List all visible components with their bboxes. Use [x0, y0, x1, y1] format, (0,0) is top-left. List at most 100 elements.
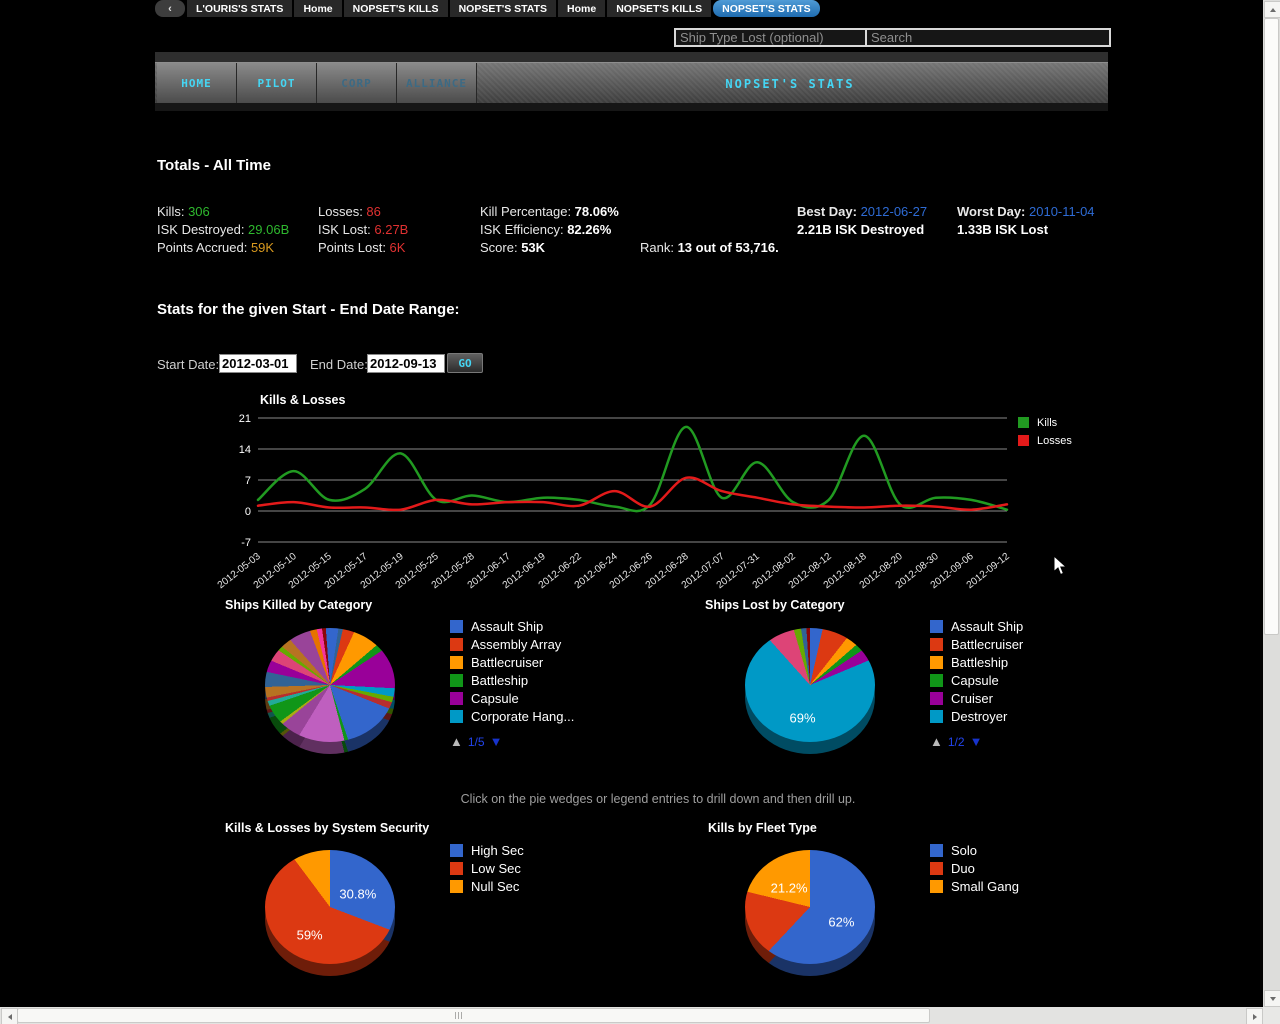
legend-item-kills: Kills — [1018, 416, 1072, 429]
pie-wedges[interactable] — [745, 628, 875, 742]
pie-percent-label: 21.2% — [770, 880, 808, 896]
pie-wedges[interactable] — [265, 850, 395, 964]
ships-killed-pie[interactable] — [265, 628, 395, 754]
pie-wedges[interactable] — [265, 628, 395, 742]
end-date-input[interactable] — [367, 354, 445, 373]
legend-swatch — [450, 862, 463, 875]
stat-value[interactable]: 2010-11-04 — [1029, 204, 1095, 219]
stat-kill-percentage: Kill Percentage: 78.06% — [480, 204, 619, 219]
totals-heading: Totals - All Time — [157, 157, 271, 174]
nav-item-pilot[interactable]: PILOT — [237, 63, 317, 104]
fleet-type-pie[interactable]: 62% 21.2% — [745, 850, 875, 976]
legend-item-low-sec[interactable]: Low Sec — [450, 861, 524, 876]
left-arrow-icon — [7, 1013, 12, 1020]
browser-back-button[interactable]: ‹ — [155, 0, 185, 17]
scroll-up-button[interactable] — [1264, 1, 1280, 18]
legend-swatch — [1018, 417, 1029, 428]
legend-swatch — [930, 844, 943, 857]
pie-wedges[interactable] — [745, 850, 875, 964]
legend-item-battleship[interactable]: Battleship — [930, 655, 1023, 670]
stat-value: 53K — [521, 240, 546, 255]
stat-points-lost: Points Lost: 6K — [318, 240, 405, 255]
header-divider — [155, 52, 1108, 62]
start-date-input[interactable] — [219, 354, 297, 373]
legend-item-assault-ship[interactable]: Assault Ship — [930, 619, 1023, 634]
y-tick-label: 7 — [245, 475, 251, 487]
pager-down-icon[interactable]: ▼ — [969, 734, 983, 749]
browser-tab-2[interactable]: NOPSET'S KILLS — [343, 0, 448, 17]
stat-value: 6K — [389, 240, 406, 255]
legend-label: Battlecruiser — [951, 637, 1024, 652]
series-losses — [256, 476, 1009, 512]
stat-label: ISK Lost: — [318, 222, 375, 237]
browser-tab-0[interactable]: L'OURIS'S STATS — [187, 0, 293, 17]
legend-item-battlecruiser[interactable]: Battlecruiser — [930, 637, 1024, 652]
stat-worst-day: Worst Day: 2010-11-04 — [957, 204, 1095, 219]
system-security-pie[interactable]: 30.8% 59% — [265, 850, 395, 976]
stat-label: Rank: — [640, 240, 678, 255]
scroll-left-button[interactable] — [1, 1008, 18, 1024]
browser-tab-4[interactable]: Home — [558, 0, 606, 17]
pie-percent-label: 30.8% — [339, 886, 377, 902]
legend-item-battleship[interactable]: Battleship — [450, 673, 574, 688]
lost-pie-legend: Assault Ship Battlecruiser Battleship Capsu… — [930, 619, 1024, 728]
browser-tab-3[interactable]: NOPSET'S STATS — [449, 0, 557, 17]
legend-swatch — [930, 656, 943, 669]
stat-label: Best Day: — [797, 204, 861, 219]
scrollbar-corner — [1263, 1007, 1280, 1024]
end-date-label: End Date: — [310, 357, 368, 372]
go-button[interactable]: GO — [447, 353, 483, 373]
nav-item-corp[interactable]: CORP — [317, 63, 397, 104]
legend-item-capsule[interactable]: Capsule — [930, 673, 1023, 688]
legend-swatch — [1018, 435, 1029, 446]
y-tick-label: 21 — [239, 413, 251, 425]
legend-swatch — [450, 620, 463, 633]
pie-percent-label: 69% — [789, 710, 816, 726]
stat-isk-lost: ISK Lost: 6.27B — [318, 222, 408, 237]
legend-item-destroyer[interactable]: Destroyer — [930, 709, 1023, 724]
page-title: NOPSET'S STATS — [725, 76, 855, 91]
vertical-scrollbar-thumb[interactable] — [1264, 18, 1279, 635]
legend-label: Battleship — [471, 673, 529, 688]
legend-item-small-gang[interactable]: Small Gang — [930, 879, 1019, 894]
stat-value: 6.27B — [374, 222, 409, 237]
stat-best-day: Best Day: 2012-06-27 — [797, 204, 927, 219]
legend-item-assault-ship[interactable]: Assault Ship — [450, 619, 574, 634]
legend-item-capsule[interactable]: Capsule — [450, 691, 574, 706]
pager-down-icon[interactable]: ▼ — [489, 734, 503, 749]
legend-item-battlecruiser[interactable]: Battlecruiser — [450, 655, 574, 670]
browser-tab-5[interactable]: NOPSET'S KILLS — [607, 0, 712, 17]
search-input[interactable] — [865, 28, 1111, 47]
ships-lost-pie[interactable]: 69% — [745, 628, 875, 754]
security-pie-legend: High Sec Low Sec Null Sec — [450, 843, 524, 898]
browser-tab-1[interactable]: Home — [294, 0, 342, 17]
horizontal-scrollbar-thumb[interactable] — [17, 1008, 930, 1023]
legend-item-cruiser[interactable]: Cruiser — [930, 691, 1023, 706]
browser-tab-6[interactable]: NOPSET'S STATS — [713, 0, 820, 17]
legend-item-duo[interactable]: Duo — [930, 861, 1019, 876]
ship-type-input[interactable] — [674, 28, 867, 47]
nav-item-alliance[interactable]: ALLIANCE — [397, 63, 477, 104]
scroll-right-button[interactable] — [1246, 1008, 1263, 1024]
legend-item-null-sec[interactable]: Null Sec — [450, 879, 524, 894]
date-range-heading: Stats for the given Start - End Date Ran… — [157, 301, 460, 318]
series-kills — [256, 425, 1009, 513]
legend-swatch — [450, 638, 463, 651]
y-tick-label: 14 — [239, 444, 251, 456]
nav-item-home[interactable]: HOME — [157, 63, 237, 104]
legend-item-solo[interactable]: Solo — [930, 843, 1019, 858]
legend-item-corporate-hang[interactable]: Corporate Hang... — [450, 709, 574, 724]
scroll-down-button[interactable] — [1264, 990, 1280, 1007]
legend-item-assembly-array[interactable]: Assembly Array — [450, 637, 574, 652]
pager-page-indicator: 1/2 — [947, 734, 965, 749]
legend-label: Low Sec — [471, 861, 521, 876]
stat-points-accrued: Points Accrued: 59K — [157, 240, 274, 255]
pager-up-icon[interactable]: ▲ — [450, 734, 463, 749]
legend-item-high-sec[interactable]: High Sec — [450, 843, 524, 858]
fleet-pie-title: Kills by Fleet Type — [708, 821, 817, 835]
legend-label: Solo — [951, 843, 978, 858]
stat-value[interactable]: 2012-06-27 — [860, 204, 928, 219]
pager-up-icon[interactable]: ▲ — [930, 734, 943, 749]
nav-bottom-divider — [155, 103, 1108, 111]
stat-value: 29.06B — [248, 222, 290, 237]
